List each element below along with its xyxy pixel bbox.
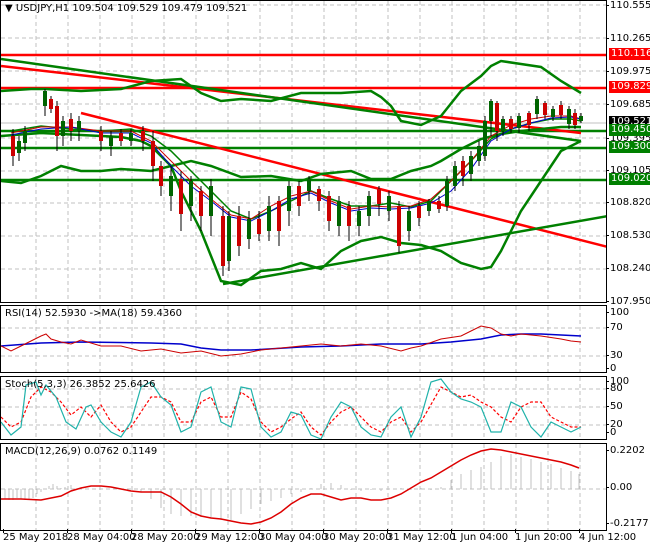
rsi-tick: 100 (605, 307, 630, 318)
time-label: 1 Jun 04:00 (451, 529, 509, 543)
symbol-ohlc-label: USDJPY,H1 109.504 109.529 109.479 109.52… (15, 3, 248, 14)
macd-canvas (1, 444, 606, 530)
rsi-title: RSI(14) 52.5930 ->MA(18) 59.4360 (5, 308, 182, 319)
price-tick: 109.105 (605, 165, 650, 176)
price-tick: 109.395 (605, 133, 650, 144)
stochastic-axis: 100 80 50 20 0 (605, 376, 650, 440)
macd-tick: -0.2177 (606, 518, 649, 529)
stoch-tick: 20 (606, 419, 623, 430)
price-chart-canvas (1, 1, 606, 302)
rsi-canvas (1, 306, 606, 372)
rsi-tick: 70 (606, 322, 623, 333)
rsi-panel[interactable]: RSI(14) 52.5930 ->MA(18) 59.4360 (0, 305, 607, 373)
macd-tick: 0.2202 (606, 445, 645, 456)
price-axis[interactable]: 110.555 110.265 110.116 109.975 109.829 … (605, 0, 650, 307)
price-tick: 107.950 (605, 296, 650, 307)
time-axis-line (0, 530, 607, 531)
price-tick: 108.820 (605, 197, 650, 208)
price-chart-panel[interactable]: ▼ USDJPY,H1 109.504 109.529 109.479 109.… (0, 0, 607, 303)
rsi-tick: 30 (606, 350, 623, 361)
rsi-axis: 100 70 30 0 (605, 305, 650, 374)
price-tag-support: 109.450 (609, 124, 650, 136)
price-tag-support: 109.300 (609, 141, 650, 153)
time-label: 1 Jun 20:00 (515, 529, 573, 543)
macd-tick: 0.00 (605, 482, 633, 493)
rsi-tick: 0 (605, 363, 617, 374)
time-label: 4 Jun 12:00 (579, 529, 637, 543)
price-tick: 108.240 (605, 263, 650, 274)
price-tag-support: 109.020 (609, 173, 650, 185)
price-tag-resistance: 110.116 (609, 48, 650, 60)
dropdown-triangle-icon[interactable]: ▼ (5, 3, 16, 14)
time-label: 30 May 20:00 (323, 529, 392, 543)
price-tick: 109.975 (605, 66, 650, 77)
stoch-tick: 100 (605, 376, 630, 387)
time-label: 31 May 12:00 (387, 529, 456, 543)
macd-axis: 0.2202 0.00 -0.2177 (605, 443, 650, 531)
macd-title: MACD(12,26,9) 0.0762 0.1149 (5, 446, 158, 457)
time-label: 28 May 04:00 (67, 529, 136, 543)
time-label: 28 May 20:00 (131, 529, 200, 543)
stoch-tick: 0 (605, 427, 617, 438)
price-tick: 108.530 (605, 230, 650, 241)
stochastic-canvas (1, 377, 606, 439)
chart-title: ▼ USDJPY,H1 109.504 109.529 109.479 109.… (5, 3, 247, 14)
stochastic-title: Stoch(5,3,3) 26.3852 25.6426 (5, 379, 156, 390)
stoch-tick: 80 (606, 383, 623, 394)
price-tick: 110.555 (605, 0, 650, 11)
time-label: 25 May 2018 (3, 529, 69, 543)
price-tick: 110.265 (605, 33, 650, 44)
time-label: 30 May 04:00 (259, 529, 328, 543)
stochastic-panel[interactable]: Stoch(5,3,3) 26.3852 25.6426 (0, 376, 607, 440)
macd-panel[interactable]: MACD(12,26,9) 0.0762 0.1149 (0, 443, 607, 531)
stoch-tick: 50 (606, 401, 623, 412)
price-tick: 109.685 (605, 99, 650, 110)
time-label: 29 May 12:00 (195, 529, 264, 543)
price-tag-resistance: 109.829 (609, 81, 650, 93)
